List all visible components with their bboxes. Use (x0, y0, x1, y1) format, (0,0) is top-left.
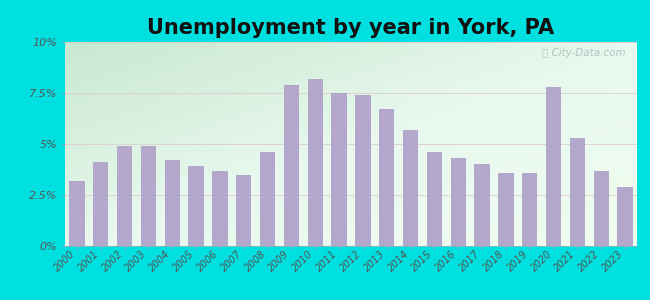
Bar (474, 164, 490, 246)
Bar (140, 146, 156, 246)
Bar (307, 79, 323, 246)
Bar (355, 95, 370, 246)
Title: Unemployment by year in York, PA: Unemployment by year in York, PA (148, 18, 554, 38)
Bar (379, 109, 395, 246)
Bar (117, 146, 133, 246)
Bar (403, 130, 419, 246)
Bar (283, 85, 299, 246)
Bar (236, 175, 252, 246)
Bar (260, 152, 276, 246)
Bar (569, 138, 585, 246)
Bar (164, 160, 180, 246)
Bar (450, 158, 466, 246)
Bar (618, 187, 633, 246)
Bar (212, 170, 227, 246)
Text: ⓘ City-Data.com: ⓘ City-Data.com (542, 48, 625, 58)
Bar (546, 87, 562, 246)
Bar (593, 170, 609, 246)
Bar (522, 172, 538, 246)
Bar (426, 152, 442, 246)
Bar (498, 172, 514, 246)
Bar (188, 167, 204, 246)
Bar (332, 93, 347, 246)
Bar (69, 181, 84, 246)
Bar (93, 162, 109, 246)
